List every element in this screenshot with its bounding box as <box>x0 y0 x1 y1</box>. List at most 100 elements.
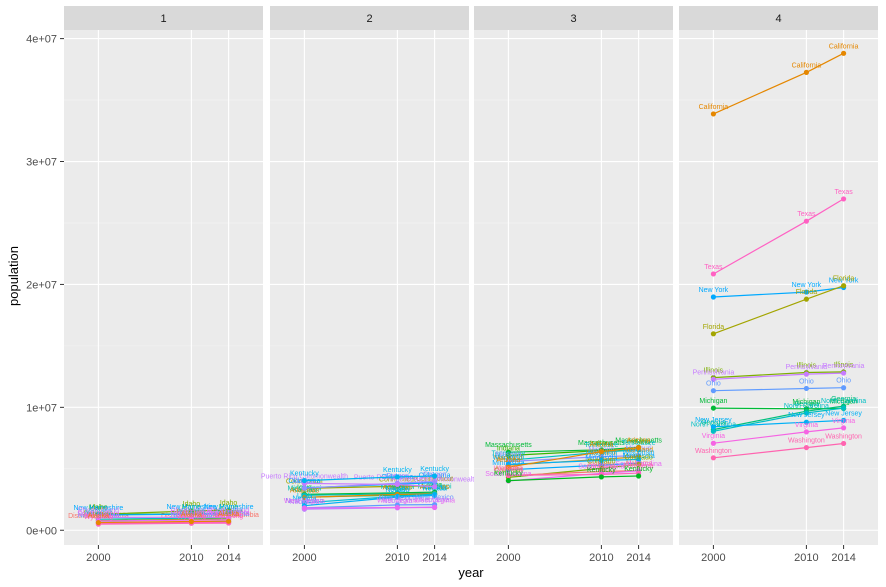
point-label: Wyoming <box>84 514 113 521</box>
data-point <box>188 518 194 525</box>
data-point <box>710 455 717 461</box>
series-texas: Texas Texas Texas <box>704 189 853 277</box>
point-label: Arkansas <box>383 484 413 491</box>
point-label: Maryland <box>494 455 523 462</box>
point-label: Nebraska <box>420 497 450 504</box>
point-label: Massachusetts <box>578 440 625 447</box>
point-label: Idaho <box>220 500 238 507</box>
point-label: Georgia <box>831 396 856 403</box>
data-point <box>431 504 438 511</box>
facet-panel-2: 2200020102014ConnecticutConnecticutConne… <box>261 6 478 564</box>
point-label: Montana <box>215 508 242 515</box>
point-label: Alabama <box>495 466 523 473</box>
point-label: Washington <box>825 433 862 440</box>
data-point <box>840 283 847 289</box>
point-label: Virginia <box>795 422 818 429</box>
x-tick-label: 2014 <box>216 552 240 564</box>
point-label: South Dakota <box>170 510 213 517</box>
facet-strip-label: 3 <box>570 13 576 25</box>
point-label: New Mexico <box>285 498 323 505</box>
panel-background <box>270 30 469 545</box>
point-label: Kentucky <box>624 466 653 473</box>
point-label: Ohio <box>799 378 814 385</box>
y-tick-label: 0e+00 <box>26 525 57 537</box>
data-point <box>505 464 512 470</box>
point-label: Florida <box>703 324 725 331</box>
series-line <box>304 506 435 509</box>
data-point <box>840 417 847 423</box>
point-label: New Hampshire <box>166 504 216 511</box>
data-point <box>598 474 604 480</box>
x-tick-label: 2000 <box>292 552 316 564</box>
data-point <box>95 519 102 526</box>
point-label: New Mexico <box>416 495 454 502</box>
series-alaska: Alaska Alaska Alaska <box>88 511 239 526</box>
point-label: Rhode Island <box>171 507 212 514</box>
data-point <box>635 473 642 479</box>
point-label: California <box>699 104 729 111</box>
point-label: Louisiana <box>586 465 616 472</box>
point-label: Utah <box>390 486 405 493</box>
point-label: Vermont <box>85 513 111 520</box>
point-label: Kentucky <box>383 467 412 474</box>
series-ohio: Ohio Ohio Ohio <box>706 378 851 394</box>
data-point <box>803 419 809 425</box>
data-point <box>635 461 642 468</box>
data-point <box>301 477 308 484</box>
data-point <box>710 424 717 430</box>
point-label: New York <box>699 287 729 294</box>
y-tick-label: 2e+07 <box>26 279 57 291</box>
point-label: Minnesota <box>585 455 617 462</box>
point-label: Wisconsin <box>623 449 655 456</box>
point-label: Nevada <box>385 487 409 494</box>
point-label: Kentucky <box>420 466 449 473</box>
panel-background <box>64 30 263 545</box>
facet-strip <box>474 6 673 30</box>
point-label: South Carolina <box>578 463 624 470</box>
data-point <box>840 425 847 431</box>
point-label: Virginia <box>832 418 855 425</box>
data-point <box>301 485 308 491</box>
data-point <box>710 428 717 434</box>
data-point <box>635 456 642 463</box>
point-label: Wyoming <box>177 513 206 520</box>
x-tick-label: 2010 <box>794 552 818 564</box>
point-label: Massachusetts <box>615 437 662 444</box>
x-tick-label: 2000 <box>701 552 725 564</box>
point-label: Ohio <box>706 381 721 388</box>
x-tick-label: 2014 <box>422 552 446 564</box>
point-label: Mississippi <box>380 484 414 491</box>
point-label: Kansas <box>386 485 410 492</box>
point-label: Washington <box>788 438 825 445</box>
point-label: Florida <box>796 289 818 296</box>
point-label: Arizona <box>627 438 651 445</box>
data-point <box>95 514 102 520</box>
x-tick-label: 2000 <box>496 552 520 564</box>
facet-strip <box>270 6 469 30</box>
point-label: Wisconsin <box>492 454 524 461</box>
facet-strip <box>679 6 878 30</box>
point-label: Pennsylvania <box>693 369 735 376</box>
point-label: New York <box>829 278 859 285</box>
y-axis-title: population <box>6 246 21 306</box>
point-label: Puerto Rico Commonwealth <box>391 477 478 484</box>
point-label: West Virginia <box>377 497 418 504</box>
x-tick-label: 2000 <box>86 552 110 564</box>
data-point <box>394 481 400 488</box>
point-label: Texas <box>834 189 853 196</box>
y-axis: 0e+00 1e+07 2e+07 3e+07 4e+07 <box>26 34 64 537</box>
point-label: Maine <box>89 505 108 512</box>
point-label: South Carolina <box>615 461 661 468</box>
point-label: California <box>792 62 822 69</box>
point-label: Nevada <box>292 496 316 503</box>
series-minnesota: Minnesota Minnesota Minnesota <box>492 453 655 473</box>
point-label: Washington <box>695 448 732 455</box>
point-label: Idaho <box>90 504 108 511</box>
point-label: Colorado <box>494 467 523 474</box>
point-label: Vermont <box>178 513 204 520</box>
